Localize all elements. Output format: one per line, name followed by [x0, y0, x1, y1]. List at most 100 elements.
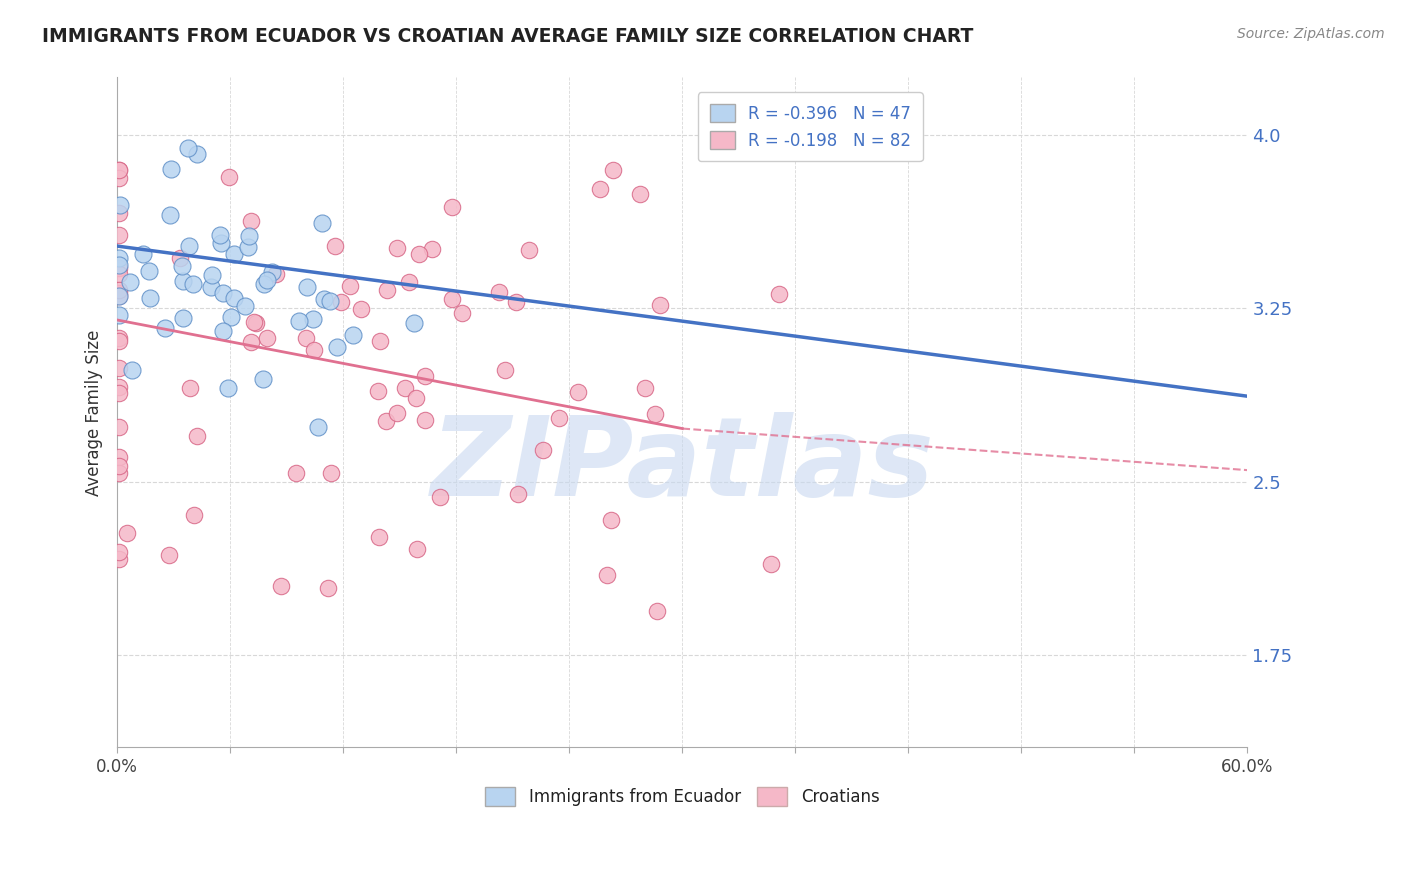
Text: ZIPatlas: ZIPatlas: [430, 412, 934, 519]
Point: [172, 310, 194, 325]
Point: [314, 292, 336, 306]
Point: [238, 228, 260, 243]
Point: [394, 381, 416, 395]
Point: [506, 487, 529, 501]
Point: [243, 315, 266, 329]
Point: [307, 420, 329, 434]
Point: [405, 391, 427, 405]
Point: [240, 213, 263, 227]
Point: [387, 241, 409, 255]
Point: [218, 169, 240, 184]
Point: [108, 419, 131, 434]
Point: [600, 513, 623, 527]
Point: [217, 381, 239, 395]
Point: [108, 450, 131, 464]
Point: [339, 278, 361, 293]
Point: [108, 206, 131, 220]
Point: [159, 208, 181, 222]
Point: [183, 277, 205, 291]
Point: [368, 334, 391, 348]
Point: [108, 283, 131, 297]
Point: [121, 362, 143, 376]
Point: [157, 548, 180, 562]
Point: [118, 276, 141, 290]
Y-axis label: Average Family Size: Average Family Size: [86, 329, 103, 496]
Point: [398, 275, 420, 289]
Point: [602, 162, 624, 177]
Point: [211, 324, 233, 338]
Point: [108, 289, 131, 303]
Point: [440, 292, 463, 306]
Point: [505, 295, 527, 310]
Point: [375, 283, 398, 297]
Point: [302, 311, 325, 326]
Point: [219, 310, 242, 325]
Point: [589, 182, 612, 196]
Point: [260, 265, 283, 279]
Legend: Immigrants from Ecuador, Croatians: Immigrants from Ecuador, Croatians: [478, 780, 886, 813]
Point: [596, 568, 619, 582]
Point: [209, 236, 232, 251]
Point: [547, 410, 569, 425]
Point: [186, 429, 208, 443]
Point: [245, 316, 267, 330]
Point: [287, 314, 309, 328]
Point: [647, 604, 669, 618]
Point: [222, 247, 245, 261]
Point: [648, 298, 671, 312]
Point: [517, 243, 540, 257]
Point: [302, 343, 325, 357]
Point: [326, 340, 349, 354]
Point: [222, 291, 245, 305]
Point: [264, 267, 287, 281]
Point: [256, 272, 278, 286]
Point: [139, 291, 162, 305]
Point: [329, 295, 352, 310]
Point: [323, 238, 346, 252]
Point: [172, 274, 194, 288]
Text: IMMIGRANTS FROM ECUADOR VS CROATIAN AVERAGE FAMILY SIZE CORRELATION CHART: IMMIGRANTS FROM ECUADOR VS CROATIAN AVER…: [42, 27, 973, 45]
Point: [108, 258, 131, 272]
Point: [488, 285, 510, 300]
Point: [108, 268, 131, 282]
Point: [115, 525, 138, 540]
Point: [295, 279, 318, 293]
Point: [108, 289, 131, 303]
Point: [413, 368, 436, 383]
Point: [211, 285, 233, 300]
Point: [239, 334, 262, 349]
Point: [153, 321, 176, 335]
Point: [350, 301, 373, 316]
Point: [284, 466, 307, 480]
Point: [256, 330, 278, 344]
Point: [201, 268, 224, 282]
Point: [108, 228, 131, 243]
Point: [108, 334, 131, 348]
Point: [270, 579, 292, 593]
Point: [768, 287, 790, 301]
Point: [375, 414, 398, 428]
Point: [108, 552, 131, 566]
Point: [494, 363, 516, 377]
Point: [233, 299, 256, 313]
Point: [177, 141, 200, 155]
Point: [108, 467, 131, 481]
Point: [179, 381, 201, 395]
Point: [531, 443, 554, 458]
Point: [170, 259, 193, 273]
Point: [169, 251, 191, 265]
Point: [567, 385, 589, 400]
Point: [108, 261, 131, 276]
Point: [208, 228, 231, 243]
Point: [420, 242, 443, 256]
Point: [628, 186, 651, 201]
Point: [402, 316, 425, 330]
Point: [108, 285, 131, 300]
Point: [634, 381, 657, 395]
Point: [316, 581, 339, 595]
Point: [413, 412, 436, 426]
Point: [108, 251, 131, 265]
Point: [429, 490, 451, 504]
Point: [108, 360, 131, 375]
Point: [132, 247, 155, 261]
